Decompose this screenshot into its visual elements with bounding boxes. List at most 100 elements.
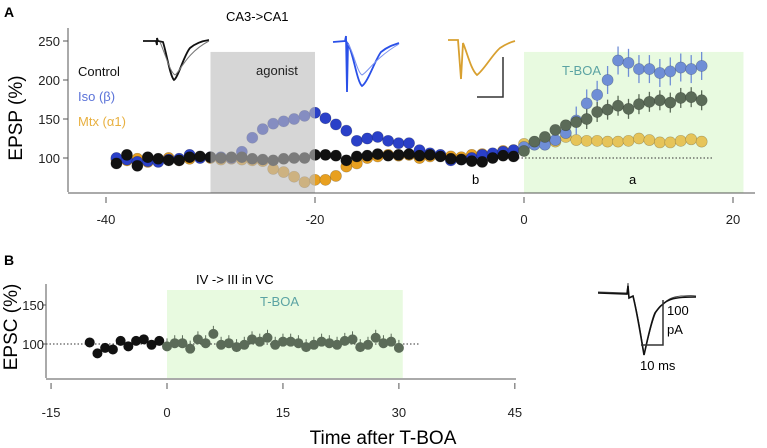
data-point-mtx — [685, 133, 698, 146]
scale-bar-pa: pA — [667, 322, 683, 337]
data-point-control — [622, 102, 635, 115]
data-point-control — [685, 91, 698, 104]
data-point-control — [518, 145, 530, 157]
data-point-control — [695, 94, 708, 107]
data-point-control — [194, 150, 206, 163]
data-point-epsc — [370, 332, 381, 343]
scale-bar-ms: 10 ms — [640, 358, 676, 373]
x-axis-label: Time after T-BOA — [310, 428, 457, 448]
data-point-epsc — [316, 336, 327, 347]
tboa-shade-b — [167, 290, 403, 378]
x-tick-label: 45 — [508, 405, 522, 420]
scale-bar-100: 100 — [667, 303, 689, 318]
data-point-epsc — [393, 342, 404, 353]
y-tick-label: 200 — [38, 73, 60, 88]
data-point-control — [403, 148, 415, 160]
tboa-label-a: T-BOA — [562, 63, 601, 78]
data-point-epsc — [177, 338, 188, 349]
data-point-iso — [350, 134, 363, 147]
data-point-epsc — [154, 335, 165, 346]
data-point-epsc — [162, 341, 172, 352]
data-point-iso — [319, 112, 332, 125]
tboa-label-b: T-BOA — [260, 294, 299, 309]
x-tick-label: -15 — [42, 405, 61, 420]
panel-b-ticks: -15 0 15 30 45 100 150 — [22, 298, 522, 420]
data-point-control — [664, 96, 677, 109]
data-point-iso — [382, 134, 395, 147]
panel-a-ticks: -40 -20 0 20 100 150 200 250 — [38, 34, 740, 227]
y-tick-label: 150 — [22, 298, 44, 313]
data-point-control — [340, 154, 353, 167]
data-point-iso — [653, 67, 666, 79]
data-point-mtx — [643, 134, 656, 146]
data-point-control — [173, 154, 186, 167]
agonist-label: agonist — [256, 63, 298, 78]
data-point-epsc — [355, 342, 366, 353]
data-point-mtx — [329, 170, 342, 182]
data-point-epsc — [192, 334, 203, 345]
data-point-control — [591, 106, 604, 118]
data-point-mtx — [591, 134, 604, 147]
data-point-epsc — [378, 338, 389, 349]
epsc-trace-icon — [597, 282, 697, 356]
data-point-control — [507, 150, 520, 163]
data-point-mtx — [664, 136, 677, 149]
data-point-epsc — [386, 336, 397, 347]
panel-b: -15 0 15 30 45 100 150 B IV -> III in VC T-BOA… — [1, 252, 697, 448]
data-point-iso — [361, 132, 374, 145]
data-point-control — [413, 149, 426, 162]
data-point-epsc — [185, 343, 196, 354]
data-point-iso — [674, 61, 687, 74]
data-point-control — [528, 135, 541, 148]
legend-mtx: Mtx (α1) — [78, 114, 126, 129]
data-point-iso — [664, 65, 677, 78]
data-point-control — [434, 150, 447, 163]
x-tick-label: 0 — [520, 212, 527, 227]
data-point-iso — [340, 124, 353, 137]
x-tick-label: 15 — [276, 405, 290, 420]
iso-trace-icon — [332, 35, 400, 93]
data-point-control — [465, 155, 478, 168]
x-tick-label: 30 — [392, 405, 406, 420]
data-point-epsc — [146, 339, 157, 350]
data-point-epsc — [138, 334, 149, 345]
annotation-a: a — [629, 172, 637, 187]
data-point-epsc — [223, 338, 234, 349]
data-point-control — [131, 159, 144, 172]
data-point-epsc — [100, 342, 111, 353]
data-point-iso — [643, 63, 656, 75]
data-point-epsc — [216, 339, 227, 350]
data-point-epsc — [301, 342, 312, 353]
data-point-control — [570, 116, 583, 129]
y-axis-label-a: EPSP (%) — [6, 75, 27, 160]
data-point-control — [382, 149, 395, 162]
data-point-iso — [601, 74, 614, 86]
data-point-control — [601, 103, 614, 116]
data-point-epsc — [84, 337, 95, 348]
legend-iso: Iso (β) — [78, 89, 115, 104]
data-point-epsc — [308, 339, 319, 350]
panel-label-a: A — [4, 4, 14, 20]
y-tick-label: 100 — [22, 337, 44, 352]
data-point-control — [110, 157, 123, 170]
data-point-mtx — [674, 134, 687, 147]
y-axis-label-b: EPSC (%) — [1, 284, 22, 371]
data-point-control — [162, 154, 175, 167]
data-point-iso — [403, 137, 415, 150]
scale-bar-a — [477, 57, 504, 98]
y-tick-label: 100 — [38, 151, 60, 166]
data-point-iso — [633, 63, 645, 75]
panel-label-b: B — [4, 252, 14, 268]
data-point-mtx — [319, 173, 332, 186]
title-a: CA3->CA1 — [226, 9, 289, 24]
y-tick-label: 250 — [38, 34, 60, 49]
data-point-control — [486, 152, 499, 164]
data-point-epsc — [293, 338, 304, 349]
data-point-epsc — [115, 335, 126, 346]
data-point-iso — [685, 63, 698, 75]
data-point-control — [392, 148, 405, 161]
data-point-control — [539, 131, 551, 143]
data-point-epsc — [362, 339, 373, 350]
title-b: IV -> III in VC — [196, 272, 274, 287]
data-point-epsc — [324, 338, 335, 349]
